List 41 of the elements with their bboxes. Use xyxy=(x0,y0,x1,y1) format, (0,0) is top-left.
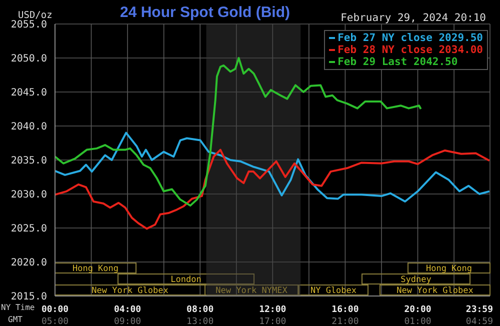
x-tick-label: 12:00 xyxy=(259,305,286,315)
y-tick-label: 2015.0 xyxy=(10,292,47,303)
y-tick-label: 2055.0 xyxy=(10,20,47,31)
annotation: New York NYMEX xyxy=(216,286,288,296)
y-axis-title: USD/oz xyxy=(18,10,52,21)
text: 01:00 xyxy=(404,317,432,326)
x-tick-label: 23:59 xyxy=(466,305,493,315)
legend-label: Feb 28 NY close 2034.00 xyxy=(336,44,483,56)
x-tick-label: 04:00 xyxy=(114,305,142,315)
text: 17:00 xyxy=(259,317,286,326)
y-tick-label: 2045.0 xyxy=(10,88,47,99)
chart-title: 24 Hour Spot Gold (Bid) xyxy=(120,4,290,21)
text: 21:00 xyxy=(332,317,359,326)
y-tick-label: 2050.0 xyxy=(10,54,47,65)
annotation: Hong Kong xyxy=(426,264,472,274)
x-tick-label: 16:00 xyxy=(332,305,359,315)
x-tick-label: 20:00 xyxy=(404,305,432,315)
x-tick-label: 08:00 xyxy=(186,305,214,315)
chart-subtitle: February 29, 2024 20:10 xyxy=(340,12,486,24)
annotation: Hong Kong xyxy=(72,264,119,274)
line-series xyxy=(55,132,490,202)
text: 09:00 xyxy=(114,317,142,326)
legend-label: Feb 29 Last 2042.50 xyxy=(336,56,459,68)
y-tick-label: 2030.0 xyxy=(10,190,47,201)
line-series xyxy=(55,148,490,230)
text: GMT xyxy=(8,315,22,324)
y-tick-label: 2020.0 xyxy=(10,258,47,269)
annotation: New York Globex xyxy=(92,286,168,296)
text: 13:00 xyxy=(186,317,214,326)
annotation: Sydney xyxy=(400,275,432,285)
y-tick-label: 2040.0 xyxy=(10,122,47,133)
x-tick-label: 00:00 xyxy=(41,305,69,315)
y-tick-label: 2025.0 xyxy=(10,224,47,235)
y-tick-label: 2035.0 xyxy=(10,156,47,167)
legend-label: Feb 27 NY close 2029.50 xyxy=(336,32,483,44)
text: 04:59 xyxy=(466,317,493,326)
annotation: NY Globex xyxy=(310,286,357,296)
annotation: New York Globex xyxy=(396,286,474,296)
annotation: London xyxy=(170,275,202,285)
x-axis-title: NY Time xyxy=(1,303,35,312)
text: 05:00 xyxy=(41,317,69,326)
